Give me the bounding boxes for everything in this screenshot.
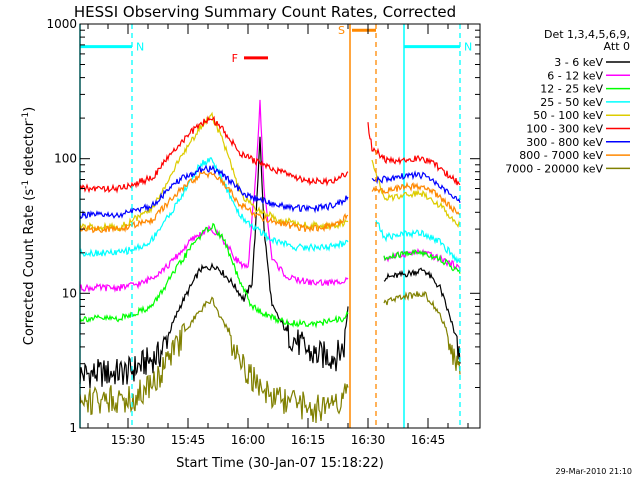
annotation-label-flare: F bbox=[232, 52, 238, 65]
legend-label: 300 - 800 keV bbox=[526, 136, 603, 149]
series-line bbox=[383, 290, 461, 375]
plot-area: N N S F bbox=[79, 24, 472, 428]
series-line bbox=[79, 296, 349, 424]
x-tick-label: 16:45 bbox=[411, 433, 446, 447]
y-tick-label: 10 bbox=[62, 286, 77, 300]
legend-label: 6 - 12 keV bbox=[547, 69, 603, 82]
series-line bbox=[79, 170, 349, 234]
series-line bbox=[371, 181, 461, 216]
y-tick-label: 1 bbox=[69, 421, 77, 435]
x-tick-label: 16:00 bbox=[231, 433, 266, 447]
y-axis-label: Corrected Count Rate (s-1 detector-1) bbox=[21, 107, 37, 345]
series-line bbox=[371, 170, 461, 203]
legend-label: 7000 - 20000 keV bbox=[505, 162, 603, 175]
y-tick-label: 100 bbox=[54, 152, 77, 166]
y-tick-label: 1000 bbox=[46, 17, 77, 31]
series-line bbox=[79, 164, 349, 220]
legend-label: 3 - 6 keV bbox=[554, 56, 603, 69]
series-line bbox=[383, 267, 461, 364]
series-line bbox=[383, 249, 461, 274]
annotation-label-night: N bbox=[136, 41, 144, 54]
series-line bbox=[79, 136, 349, 389]
legend-label: 800 - 7000 keV bbox=[519, 149, 603, 162]
series-line bbox=[79, 111, 349, 233]
series-line bbox=[79, 222, 349, 329]
y-axis-label-end: ) bbox=[22, 107, 37, 112]
chart-title: HESSI Observing Summary Count Rates, Cor… bbox=[74, 3, 456, 21]
legend-label: 25 - 50 keV bbox=[540, 96, 603, 109]
x-axis-label: Start Time (30-Jan-07 15:18:22) bbox=[176, 456, 384, 471]
y-axis-label-main: Corrected Count Rate (s bbox=[22, 189, 37, 346]
legend-label: 50 - 100 keV bbox=[533, 109, 603, 122]
y-axis-label-sup2: -1 bbox=[21, 112, 31, 121]
x-axis: 15:30 15:45 16:00 16:15 16:30 16:45 bbox=[87, 24, 469, 447]
plot-frame bbox=[79, 23, 481, 429]
series-line bbox=[79, 115, 349, 194]
y-axis-label-mid: detector bbox=[22, 120, 37, 180]
annotation-label-night: N bbox=[464, 41, 472, 54]
legend-header-line1: Det 1,3,4,5,6,9, bbox=[544, 28, 630, 41]
series-line bbox=[367, 122, 461, 186]
x-tick-label: 16:30 bbox=[351, 433, 386, 447]
y-axis: 1 10 100 1000 bbox=[46, 17, 480, 435]
series-line bbox=[79, 99, 349, 293]
series-line bbox=[375, 220, 461, 263]
series-line bbox=[79, 157, 349, 258]
legend-label: 100 - 300 keV bbox=[526, 123, 603, 136]
x-tick-label: 16:15 bbox=[291, 433, 326, 447]
x-tick-label: 15:45 bbox=[171, 433, 206, 447]
legend-header-line2: Att 0 bbox=[604, 40, 630, 53]
legend-label: 12 - 25 keV bbox=[540, 83, 603, 96]
y-axis-label-sup1: -1 bbox=[21, 180, 31, 189]
x-tick-label: 15:30 bbox=[111, 433, 146, 447]
annotation-label-saa: S bbox=[338, 24, 345, 37]
footer-timestamp: 29-Mar-2010 21:10 bbox=[556, 467, 633, 476]
series-line bbox=[371, 159, 461, 228]
